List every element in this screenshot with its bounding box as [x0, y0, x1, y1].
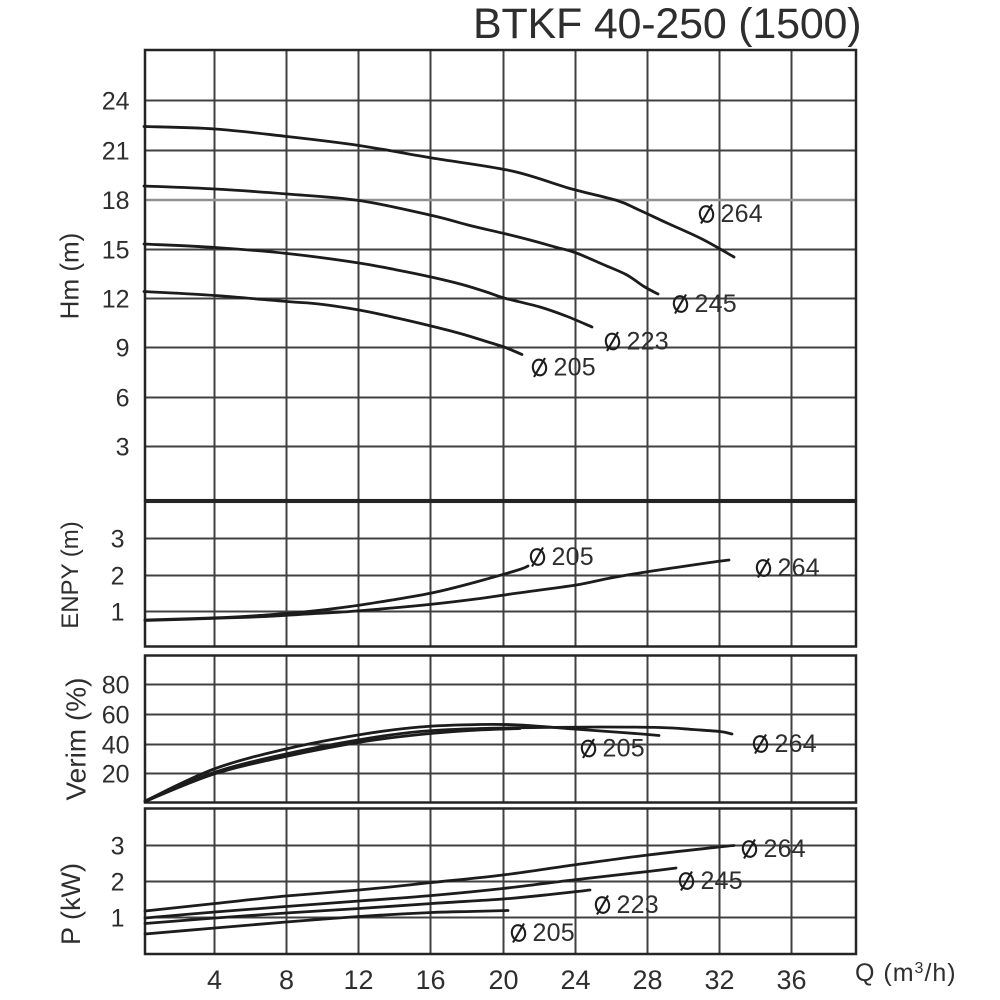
svg-text:21: 21	[102, 138, 130, 166]
svg-text:18: 18	[102, 187, 130, 215]
svg-text:32: 32	[704, 965, 734, 995]
svg-text:9: 9	[116, 335, 130, 363]
svg-text:BTKF 40-250 (1500): BTKF 40-250 (1500)	[473, 0, 861, 48]
svg-text:264: 264	[778, 554, 820, 582]
svg-text:264: 264	[721, 200, 763, 228]
svg-text:223: 223	[617, 891, 659, 919]
svg-text:8: 8	[279, 965, 294, 995]
svg-text:1: 1	[111, 905, 125, 933]
svg-text:24: 24	[102, 88, 130, 116]
svg-text:264: 264	[775, 730, 817, 758]
svg-text:6: 6	[116, 385, 130, 413]
svg-text:40: 40	[102, 732, 130, 760]
svg-text:16: 16	[415, 965, 445, 995]
svg-text:36: 36	[776, 965, 806, 995]
svg-text:4: 4	[207, 965, 222, 995]
svg-text:20: 20	[102, 761, 130, 789]
svg-text:28: 28	[632, 965, 662, 995]
svg-text:3: 3	[116, 434, 130, 462]
svg-text:2: 2	[111, 869, 125, 897]
svg-text:Hm (m): Hm (m)	[55, 233, 85, 320]
svg-text:1: 1	[111, 599, 125, 627]
svg-text:205: 205	[533, 919, 575, 947]
svg-text:24: 24	[560, 965, 590, 995]
svg-text:15: 15	[102, 237, 130, 265]
svg-text:3: 3	[111, 833, 125, 861]
svg-text:Q (m3/h): Q (m3/h)	[855, 959, 957, 987]
svg-text:Verim (%): Verim (%)	[61, 678, 92, 801]
svg-text:P (kW): P (kW)	[56, 863, 86, 945]
svg-text:223: 223	[627, 328, 669, 356]
svg-text:245: 245	[701, 867, 743, 895]
svg-text:ENPY (m): ENPY (m)	[57, 521, 84, 629]
svg-text:205: 205	[552, 543, 594, 571]
svg-text:2: 2	[111, 563, 125, 591]
svg-text:12: 12	[102, 286, 130, 314]
svg-text:205: 205	[554, 354, 596, 382]
svg-text:60: 60	[102, 702, 130, 730]
svg-text:205: 205	[603, 735, 645, 763]
svg-text:3: 3	[111, 526, 125, 554]
svg-text:12: 12	[343, 965, 373, 995]
svg-text:20: 20	[488, 965, 518, 995]
svg-text:245: 245	[695, 290, 737, 318]
svg-text:80: 80	[102, 672, 130, 700]
svg-text:264: 264	[764, 835, 806, 863]
